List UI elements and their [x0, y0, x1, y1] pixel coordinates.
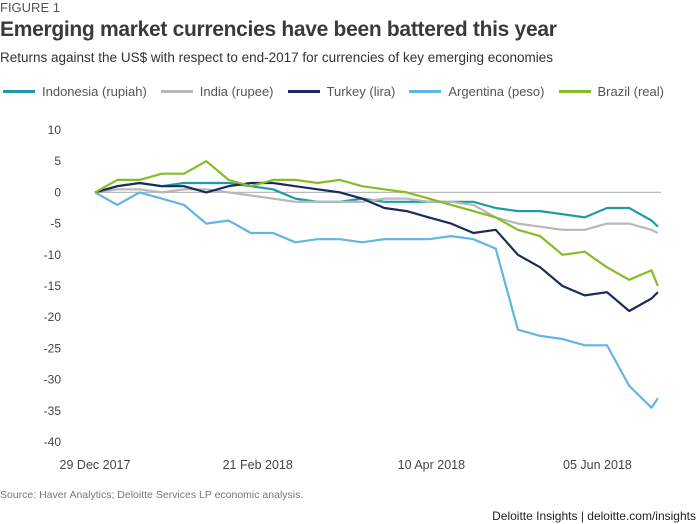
y-tick-label: -30: [44, 373, 62, 387]
series-line-turkey: [94, 181, 659, 313]
legend-label: Indonesia (rupiah): [42, 84, 147, 99]
legend-item-india: India (rupee): [160, 84, 274, 99]
legend-item-argentina: Argentina (peso): [409, 84, 545, 99]
series-line-brazil: [94, 160, 659, 287]
x-tick-label: 05 Jun 2018: [563, 458, 632, 472]
y-tick-label: -15: [44, 279, 62, 293]
y-tick-label: -5: [50, 217, 61, 231]
series-line-indonesia: [94, 181, 659, 228]
legend-item-indonesia: Indonesia (rupiah): [3, 84, 147, 99]
y-tick-label: 0: [54, 185, 61, 199]
chart-subtitle: Returns against the US$ with respect to …: [0, 50, 554, 65]
source-note: Source: Haver Analytics; Deloitte Servic…: [0, 489, 304, 501]
brand-footer: Deloitte Insights | deloitte.com/insight…: [492, 509, 696, 523]
legend-label: Argentina (peso): [448, 84, 545, 99]
legend-swatch: [287, 90, 320, 93]
legend-label: Brazil (real): [597, 84, 664, 99]
legend-swatch: [558, 90, 591, 93]
figure-label: FIGURE 1: [0, 0, 60, 15]
series-line-india: [94, 188, 659, 234]
x-tick-label: 21 Feb 2018: [223, 458, 293, 472]
legend-item-turkey: Turkey (lira): [287, 84, 396, 99]
y-tick-label: -10: [44, 248, 62, 262]
chart-title: Emerging market currencies have been bat…: [0, 18, 557, 41]
legend-label: Turkey (lira): [326, 84, 396, 99]
y-tick-label: -20: [44, 310, 62, 324]
x-tick-label: 29 Dec 2017: [60, 458, 131, 472]
x-tick-label: 10 Apr 2018: [398, 458, 465, 472]
legend-swatch: [160, 90, 193, 93]
y-tick-label: 5: [54, 154, 61, 168]
legend-item-brazil: Brazil (real): [558, 84, 664, 99]
legend-swatch: [409, 90, 442, 93]
legend: Indonesia (rupiah) India (rupee) Turkey …: [3, 84, 664, 99]
y-tick-label: -35: [44, 404, 62, 418]
legend-swatch: [3, 90, 35, 93]
y-tick-label: 10: [48, 123, 62, 137]
legend-label: India (rupee): [199, 84, 274, 99]
y-tick-label: -25: [44, 341, 62, 355]
series-line-argentina: [94, 191, 659, 409]
y-tick-label: -40: [44, 435, 62, 449]
